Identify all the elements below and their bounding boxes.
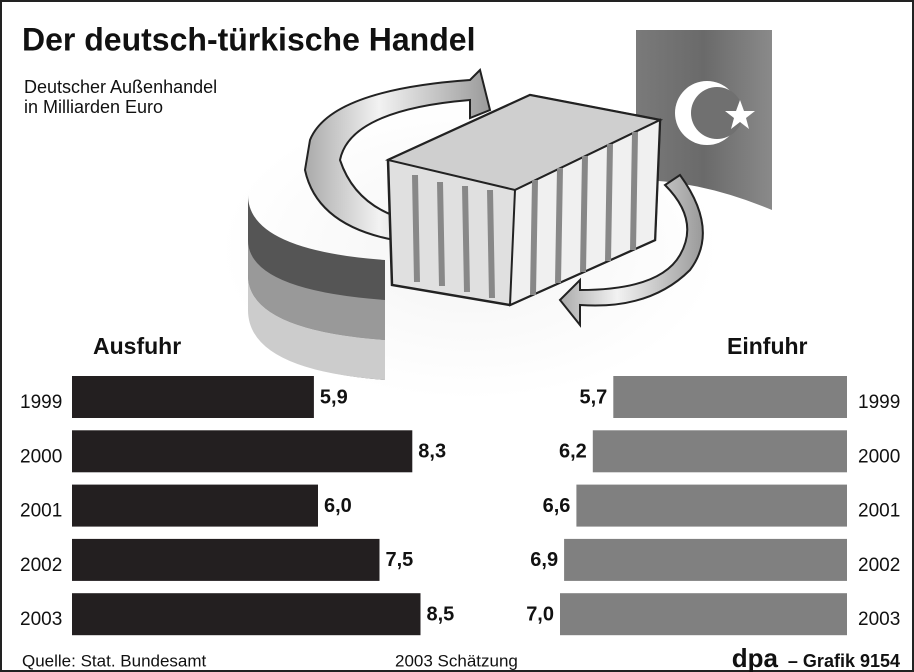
- credit: – Grafik 9154: [788, 651, 900, 671]
- container-ribs: [412, 131, 638, 299]
- category-label: 2001: [858, 501, 900, 522]
- bar: [564, 538, 847, 581]
- german-flag-band: [248, 275, 385, 380]
- value-label: 5,7: [579, 386, 607, 408]
- value-label: 6,0: [324, 495, 352, 517]
- bar: [72, 593, 421, 636]
- bar: [560, 593, 847, 636]
- value-label: 7,5: [386, 549, 414, 571]
- value-label: 7,0: [526, 603, 554, 625]
- category-label: 2002: [858, 555, 900, 576]
- logo: dpa: [732, 643, 779, 672]
- category-label: 2000: [858, 446, 900, 467]
- value-label: 6,9: [530, 549, 558, 571]
- value-label: 5,9: [320, 386, 348, 408]
- german-flag-band: [248, 240, 385, 340]
- bar: [72, 484, 318, 527]
- bar: [72, 430, 413, 473]
- category-label: 2001: [20, 501, 62, 522]
- title: Der deutsch-türkische Handel: [22, 21, 475, 57]
- source: Quelle: Stat. Bundesamt: [22, 651, 207, 670]
- arrow-band: [558, 173, 704, 328]
- category-label: 1999: [20, 392, 62, 413]
- bar: [576, 484, 847, 527]
- value-label: 6,2: [559, 441, 587, 463]
- category-label: 2000: [20, 446, 62, 467]
- chart-title: Ausfuhr: [93, 333, 181, 359]
- category-label: 2002: [20, 555, 62, 576]
- bar: [72, 376, 314, 418]
- flag-star: [725, 100, 755, 129]
- value-label: 8,5: [427, 603, 455, 625]
- subtitle: in Milliarden Euro: [24, 97, 163, 117]
- category-label: 2003: [858, 609, 900, 630]
- bar: [592, 430, 847, 473]
- flag-crescent-cut: [691, 87, 743, 139]
- chart-title: Einfuhr: [727, 333, 808, 359]
- note: 2003 Schätzung: [395, 651, 518, 670]
- subtitle: Deutscher Außenhandel: [24, 77, 217, 97]
- category-label: 2003: [20, 609, 62, 630]
- bar: [613, 376, 847, 418]
- category-label: 1999: [858, 392, 900, 413]
- value-label: 6,6: [543, 495, 571, 517]
- bar: [72, 538, 380, 581]
- value-label: 8,3: [418, 441, 446, 463]
